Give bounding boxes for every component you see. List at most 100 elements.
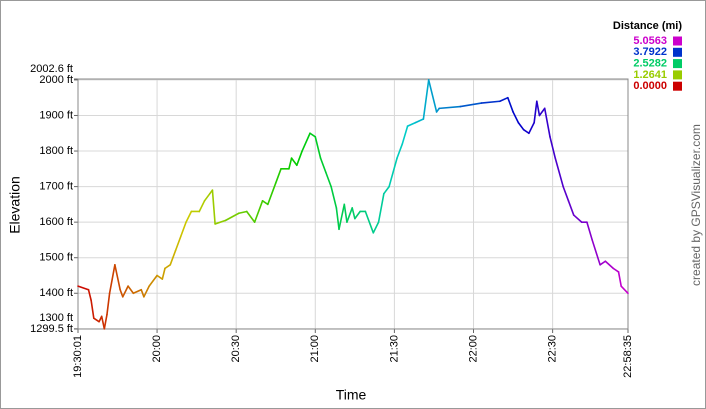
elevation-line (536, 100, 541, 117)
elevation-line (528, 121, 535, 135)
elevation-line (538, 107, 546, 117)
elevation-line (562, 185, 570, 202)
elevation-line (567, 200, 575, 216)
elevation-line (612, 267, 620, 273)
elevation-line (198, 200, 206, 213)
elevation-line (533, 100, 538, 124)
elevation-line (401, 125, 409, 145)
elevation-line (185, 210, 193, 223)
elevation-line (414, 118, 425, 124)
elevation-line (164, 264, 172, 270)
elevation-line (459, 102, 483, 108)
elevation-line (253, 200, 264, 223)
elevation-line (288, 157, 293, 170)
elevation-line (106, 292, 111, 316)
elevation-line (406, 121, 417, 127)
elevation-line (338, 203, 346, 231)
elevation-line (314, 136, 322, 159)
elevation-line (161, 267, 166, 280)
y-tick-label: 2002.6 ft (30, 63, 73, 75)
elevation-line (506, 96, 514, 113)
x-tick-label: 20:30 (230, 335, 242, 363)
elevation-line (620, 285, 629, 295)
elevation-line (554, 157, 564, 188)
elevation-line (354, 210, 361, 220)
elevation-line (549, 136, 557, 159)
elevation-line (119, 288, 124, 298)
elevation-line (90, 299, 95, 319)
elevation-line (335, 207, 340, 231)
x-tick-label: 20:00 (151, 335, 163, 363)
legend-swatch (673, 47, 682, 57)
x-tick-label: 22:30 (547, 335, 559, 363)
elevation-line (92, 317, 100, 323)
y-tick-label: 1299.5 ft (30, 323, 73, 335)
elevation-line (87, 288, 92, 302)
elevation-line (480, 100, 501, 104)
elevation-line (512, 111, 520, 124)
legend-label: 5.0563 (633, 35, 667, 47)
elevation-line (214, 219, 227, 225)
legend-label: 3.7922 (633, 46, 667, 58)
elevation-line (261, 200, 269, 206)
x-tick-label: 22:58:35 (622, 335, 634, 378)
legend-label: 2.5282 (633, 58, 667, 70)
y-tick-label: 1400 ft (39, 287, 73, 299)
elevation-line (604, 260, 615, 270)
x-tick-label: 19:30:01 (72, 335, 84, 378)
elevation-line (427, 79, 438, 113)
elevation-line (522, 128, 530, 135)
legend-label: 1.2641 (633, 69, 667, 81)
elevation-line (296, 150, 303, 167)
elevation-line (108, 278, 114, 295)
elevation-line (319, 157, 327, 174)
credit: created by GPSVisualizer.com (689, 124, 703, 286)
elevation-line (517, 121, 525, 131)
elevation-line (591, 239, 601, 266)
elevation-line (543, 107, 551, 138)
elevation-line (103, 313, 108, 330)
elevation-line (301, 132, 311, 152)
plot-border (77, 78, 629, 330)
elevation-line (169, 249, 177, 266)
elevation-line (238, 210, 248, 215)
elevation-line (132, 288, 143, 295)
elevation-line (180, 221, 187, 238)
y-tick-label: 1500 ft (39, 252, 73, 264)
elevation-line (396, 143, 404, 159)
elevation-line (346, 207, 354, 223)
y-tick-label: 1700 ft (39, 181, 73, 193)
legend-title: Distance (mi) (613, 20, 682, 32)
elevation-line (388, 157, 398, 188)
x-axis-title: Time (336, 387, 367, 403)
elevation-line (274, 168, 282, 184)
elevation-line (617, 271, 622, 287)
elevation-line (114, 264, 121, 291)
elevation-line (325, 171, 332, 188)
elevation-line (156, 274, 164, 280)
legend-swatch (673, 36, 682, 46)
x-tick-label: 22:00 (467, 335, 479, 363)
y-tick-label: 1600 ft (39, 216, 73, 228)
elevation-line (174, 235, 182, 252)
legend-swatch (673, 59, 682, 69)
x-tick-label: 21:00 (309, 335, 321, 363)
elevation-line (148, 274, 158, 287)
elevation-line (599, 260, 607, 266)
elevation-line (203, 192, 211, 202)
elevation-line (143, 285, 150, 298)
elevation-line (438, 105, 462, 110)
elevation-line (377, 192, 385, 223)
elevation-line (245, 210, 256, 223)
y-tick-label: 1900 ft (39, 109, 73, 121)
elevation-line (111, 264, 116, 280)
x-tick-label: 21:30 (388, 335, 400, 363)
legend-swatch (673, 70, 682, 80)
elevation-line (127, 285, 135, 295)
y-tick-label: 1300 ft (39, 312, 73, 324)
elevation-line (290, 157, 298, 167)
y-axis-title: Elevation (7, 176, 23, 234)
elevation-line (121, 285, 129, 298)
